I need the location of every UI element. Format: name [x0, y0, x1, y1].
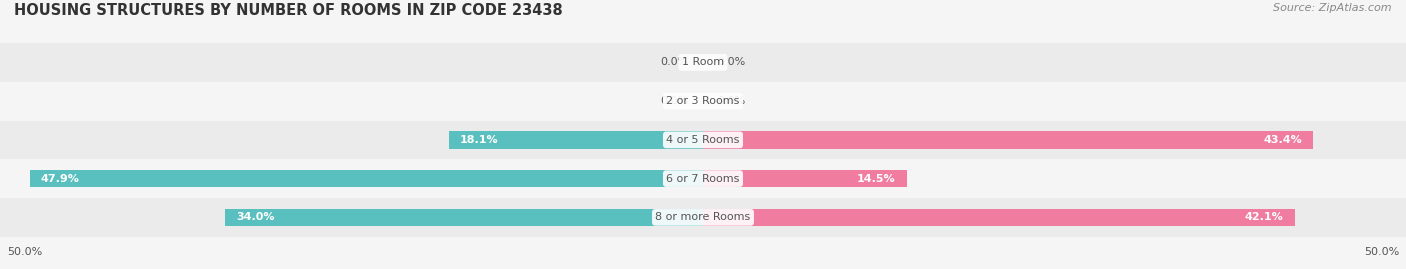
Text: 42.1%: 42.1%	[1244, 212, 1284, 222]
Bar	[0, 82, 1406, 121]
Bar	[0, 121, 1406, 159]
Bar	[449, 131, 703, 148]
Bar	[703, 209, 1295, 226]
Text: 8 or more Rooms: 8 or more Rooms	[655, 212, 751, 222]
Text: 6 or 7 Rooms: 6 or 7 Rooms	[666, 174, 740, 184]
Text: 14.5%: 14.5%	[858, 174, 896, 184]
Text: 0.0%: 0.0%	[661, 96, 689, 106]
Text: HOUSING STRUCTURES BY NUMBER OF ROOMS IN ZIP CODE 23438: HOUSING STRUCTURES BY NUMBER OF ROOMS IN…	[14, 3, 562, 18]
Text: 47.9%: 47.9%	[41, 174, 80, 184]
Bar	[30, 170, 703, 187]
Text: 2 or 3 Rooms: 2 or 3 Rooms	[666, 96, 740, 106]
Text: 0.0%: 0.0%	[717, 57, 745, 68]
Text: 18.1%: 18.1%	[460, 135, 498, 145]
Bar	[703, 170, 907, 187]
Text: 0.0%: 0.0%	[717, 96, 745, 106]
Text: 43.4%: 43.4%	[1263, 135, 1302, 145]
Bar	[0, 43, 1406, 82]
Text: 50.0%: 50.0%	[7, 247, 42, 257]
Bar	[225, 209, 703, 226]
Text: 0.0%: 0.0%	[661, 57, 689, 68]
Bar	[0, 159, 1406, 198]
Text: 50.0%: 50.0%	[1364, 247, 1399, 257]
Text: 4 or 5 Rooms: 4 or 5 Rooms	[666, 135, 740, 145]
Text: 34.0%: 34.0%	[236, 212, 274, 222]
Text: 1 Room: 1 Room	[682, 57, 724, 68]
Text: Source: ZipAtlas.com: Source: ZipAtlas.com	[1274, 3, 1392, 13]
Bar	[0, 198, 1406, 237]
Bar	[703, 131, 1313, 148]
